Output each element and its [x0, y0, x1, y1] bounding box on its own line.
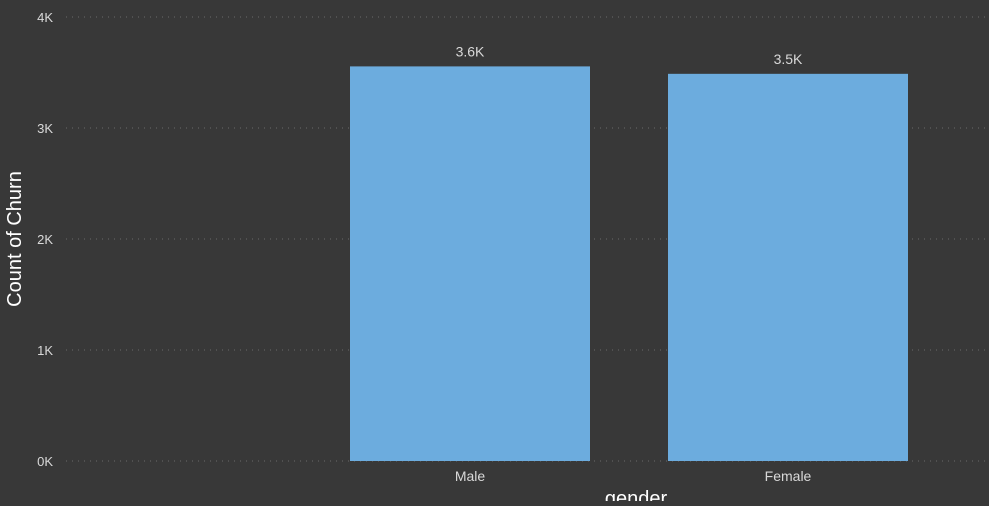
y-tick-label: 4K: [37, 10, 53, 25]
y-axis-title: Count of Churn: [4, 171, 26, 307]
data-labels: 3.6K 3.5K: [456, 43, 803, 66]
y-tick-label: 3K: [37, 121, 53, 136]
x-category-label: Female: [765, 468, 812, 484]
bar-female[interactable]: [668, 73, 908, 461]
data-label: 3.5K: [774, 51, 803, 67]
x-category-label: Male: [455, 468, 486, 484]
bars: [350, 66, 908, 462]
y-axis-ticks: 0K 1K 2K 3K 4K: [37, 10, 53, 469]
bar-male[interactable]: [350, 66, 590, 462]
y-tick-label: 1K: [37, 343, 53, 358]
data-label: 3.6K: [456, 43, 485, 59]
y-tick-label: 2K: [37, 232, 53, 247]
x-axis-title: gender: [605, 488, 668, 501]
y-tick-label: 0K: [37, 454, 53, 469]
x-axis-categories: Male Female: [455, 468, 812, 484]
